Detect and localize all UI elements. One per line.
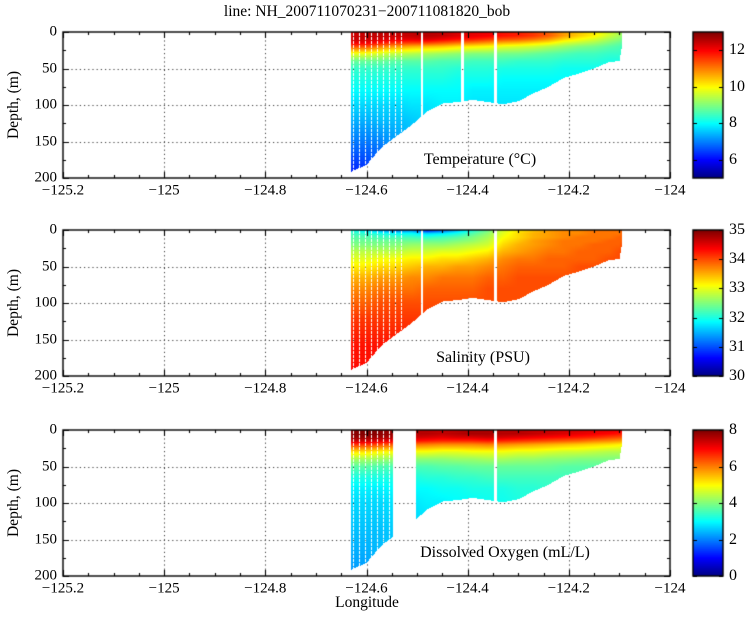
colorbar-tick-label: 32 xyxy=(729,308,745,326)
y-tick-label: 200 xyxy=(34,367,58,384)
x-tick-label: −124.4 xyxy=(446,580,489,597)
colorbar-tick-label: 31 xyxy=(729,337,745,355)
y-tick-label: 0 xyxy=(49,23,58,40)
y-tick-label: 50 xyxy=(42,258,57,274)
y-tick-label: 150 xyxy=(34,331,58,347)
x-tick-label: −125 xyxy=(148,580,180,597)
colorbar-tick-label: 6 xyxy=(729,457,737,475)
x-tick-label: −124 xyxy=(654,580,686,597)
colorbar-tick-label: 8 xyxy=(729,421,737,438)
y-tick-label: 50 xyxy=(42,458,57,474)
x-tick-label: −124.2 xyxy=(547,580,590,597)
x-tick-label: −124.8 xyxy=(244,182,287,199)
x-tick-label: −124 xyxy=(654,380,686,397)
y-tick-label: 50 xyxy=(42,60,57,76)
y-tick-label: 150 xyxy=(34,531,58,547)
x-tick-label: −125.2 xyxy=(41,182,85,199)
y-axis-label-salinity-panel: Depth, (m) xyxy=(5,268,22,338)
x-tick-label: −124.2 xyxy=(547,182,590,199)
panel-label-salinity: Salinity (PSU) xyxy=(436,349,530,366)
x-tick-label: −124.6 xyxy=(345,182,388,199)
y-axis-label-oxygen-panel: Depth, (m) xyxy=(5,468,22,538)
x-axis-label: Longitude xyxy=(335,594,399,611)
figure-title: line: NH_200711070231−200711081820_bob xyxy=(223,3,511,20)
colorbar-tick-label: 8 xyxy=(729,114,737,132)
x-tick-label: −124.4 xyxy=(446,182,489,199)
colorbar-tick-label: 2 xyxy=(729,530,737,548)
colorbar-tick-label: 4 xyxy=(729,494,737,511)
colorbar-tick-label: 30 xyxy=(729,367,745,384)
x-tick-label: −125 xyxy=(148,182,180,199)
y-tick-label: 0 xyxy=(49,221,58,238)
colorbar-tick-label: 33 xyxy=(729,279,745,297)
x-tick-label: −124.6 xyxy=(345,580,388,597)
x-tick-label: −125.2 xyxy=(41,580,85,597)
x-tick-label: −124.8 xyxy=(244,580,287,597)
y-axis-label-temperature-panel: Depth, (m) xyxy=(5,70,22,140)
panel-label-dissolved-oxygen: Dissolved Oxygen (mL/L) xyxy=(420,544,590,561)
x-tick-label: −125 xyxy=(148,380,180,397)
colorbar-tick-label: 35 xyxy=(729,221,745,238)
x-tick-label: −124 xyxy=(654,182,686,199)
y-tick-label: 100 xyxy=(34,294,58,311)
y-tick-label: 0 xyxy=(49,421,58,438)
y-tick-label: 100 xyxy=(34,494,58,511)
colorbar-tick-label: 0 xyxy=(729,567,737,584)
y-tick-label: 200 xyxy=(34,169,58,186)
x-tick-label: −124.6 xyxy=(345,380,388,397)
y-tick-label: 100 xyxy=(34,96,58,113)
colorbar-tick-label: 10 xyxy=(729,77,745,95)
y-tick-label: 200 xyxy=(34,567,58,584)
x-tick-label: −124.2 xyxy=(547,380,590,397)
panel-label-temperature: Temperature (°C) xyxy=(423,151,537,168)
x-tick-label: −125.2 xyxy=(41,380,85,397)
y-tick-label: 150 xyxy=(34,133,58,149)
colorbar-tick-label: 12 xyxy=(729,41,745,59)
x-tick-label: −124.8 xyxy=(244,380,287,397)
colorbar-tick-label: 34 xyxy=(729,250,745,268)
colorbar-tick-label: 6 xyxy=(729,150,737,168)
x-tick-label: −124.4 xyxy=(446,380,489,397)
